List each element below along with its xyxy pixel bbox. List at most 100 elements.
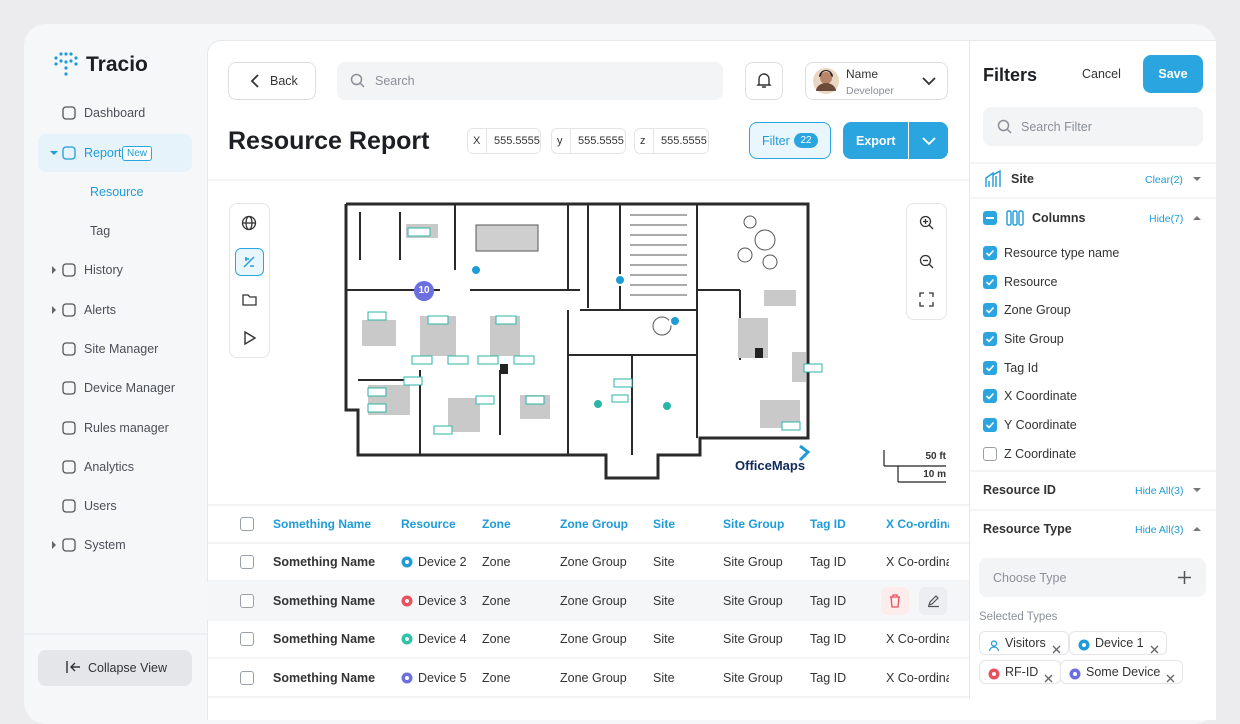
cell: Zone [482,632,511,646]
nav-item[interactable]: System [84,538,126,552]
nav-item[interactable]: Report [84,146,122,160]
delete-button[interactable] [881,587,909,615]
collapse-button[interactable] [38,650,192,686]
fit-view[interactable] [919,292,934,307]
nav-icon [62,303,76,317]
type-chip[interactable]: RF-ID [979,660,1062,684]
section-action[interactable]: Hide(7) [1149,213,1184,225]
section-title: Columns [1032,211,1086,225]
nav-item[interactable]: Tag [90,224,111,238]
notification-button[interactable] [745,62,783,100]
type-select[interactable] [979,558,1206,597]
chip-remove[interactable] [1166,668,1175,683]
cell: Site Group [723,632,783,646]
type-chip[interactable]: Visitors [979,631,1069,655]
type-chip[interactable]: Some Device [1060,660,1184,684]
cell: Device 2 [418,555,467,569]
chip-remove[interactable] [1044,668,1053,683]
cancel-button[interactable]: Cancel [1082,67,1121,81]
column-header[interactable]: Resource [401,517,456,531]
column-header[interactable]: Zone Group [560,517,628,531]
export-dropdown[interactable] [909,122,948,159]
site-icon [985,169,1001,187]
column-checkbox[interactable] [983,361,997,375]
nav-icon [62,381,76,395]
coord-chip[interactable] [634,128,709,154]
column-header[interactable]: Site [653,517,676,531]
section-action[interactable]: Hide All(3) [1135,524,1184,536]
search-icon [997,119,1012,134]
column-checkbox[interactable] [983,389,997,403]
back-button[interactable] [228,62,316,100]
chip-remove[interactable] [1052,639,1061,654]
nav-icon [62,146,76,160]
column-header[interactable]: X Co-ordina [886,517,949,531]
cell: Site [653,594,675,608]
nav-caret [50,541,58,549]
coord-chip[interactable] [551,128,626,154]
chip-icon [988,637,1000,652]
column-checkbox[interactable] [983,275,997,289]
coord-value: 555.5555 [578,135,624,147]
chip-icon [988,666,1000,680]
zoom-in[interactable] [919,215,935,231]
coord-chip[interactable] [467,128,541,154]
chip-icon [1078,637,1090,651]
nav-item[interactable]: Users [84,499,117,513]
chip-label: Device 1 [1095,636,1144,650]
nav-caret [50,266,58,274]
cell: Device 3 [418,594,467,608]
nav-icon [62,421,76,435]
device-dot [401,672,413,684]
type-chip[interactable]: Device 1 [1069,631,1167,655]
coord-value: 555.5555 [494,135,540,147]
column-header[interactable]: Tag ID [810,517,846,531]
column-header[interactable]: Zone [482,517,511,531]
save-button[interactable]: Save [1143,55,1203,93]
zoom-out[interactable] [919,254,935,270]
nav-item[interactable]: Site Manager [84,342,159,356]
folder-icon[interactable] [242,293,257,306]
column-header[interactable]: Site Group [723,517,785,531]
column-label: Resource type name [1004,246,1120,260]
nav-icon [62,499,76,513]
cell: Zone [482,555,511,569]
cell: Device 5 [418,671,467,685]
row-checkbox[interactable] [240,555,254,569]
column-checkbox[interactable] [983,447,997,461]
nav-icon [62,342,76,356]
row-checkbox[interactable] [240,671,254,685]
cell: Tag ID [810,632,847,646]
export-button[interactable] [843,122,908,159]
chip-label: Some Device [1086,665,1161,679]
nav-item[interactable]: Resource [90,185,144,199]
filter-search[interactable] [983,107,1203,146]
play-icon[interactable] [244,330,257,346]
edit-button[interactable] [919,587,947,615]
cell: Site Group [723,555,783,569]
nav-item[interactable]: Alerts [84,303,116,317]
section-action[interactable]: Clear(2) [1145,174,1183,186]
nav-item[interactable]: History [84,263,123,277]
nav-item[interactable]: Device Manager [84,381,176,395]
zoom-toolbar [906,203,947,320]
nav-item[interactable]: Dashboard [84,106,146,120]
search-box[interactable] [337,62,723,100]
row-checkbox[interactable] [240,632,254,646]
column-checkbox[interactable] [983,418,997,432]
cell: Device 4 [418,632,467,646]
column-checkbox[interactable] [983,332,997,346]
column-checkbox[interactable] [983,246,997,260]
row-checkbox[interactable] [240,594,254,608]
section-action[interactable]: Hide All(3) [1135,485,1184,497]
nav-item[interactable]: Rules manager [84,421,169,435]
globe-icon[interactable] [241,215,257,231]
chip-remove[interactable] [1150,639,1159,654]
cell: Zone Group [560,671,627,685]
nav-item[interactable]: Analytics [84,460,135,474]
nav-caret [50,149,58,157]
column-checkbox[interactable] [983,303,997,317]
nav-active-bg [38,134,192,172]
header-checkbox[interactable] [240,517,254,531]
column-header[interactable]: Something Name [273,517,372,531]
